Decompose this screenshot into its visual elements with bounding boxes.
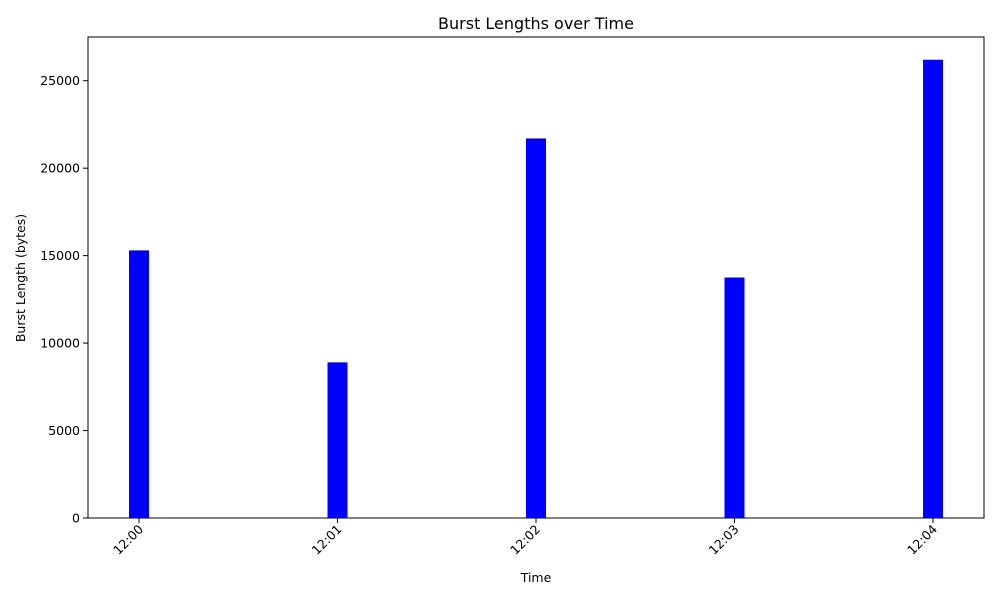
y-tick-label: 20000	[40, 161, 80, 176]
bar-1204	[923, 59, 943, 518]
x-tick-label: 12:02	[507, 522, 543, 558]
x-axis-label: Time	[520, 570, 552, 585]
x-tick-label: 12:00	[110, 521, 146, 557]
bar-1201	[327, 362, 348, 518]
x-axis: 12:00 12:01 12:02 12:03 12:04	[110, 518, 940, 558]
y-tick-label: 5000	[48, 423, 80, 438]
y-axis-label: Burst Length (bytes)	[13, 214, 28, 342]
bar-1202	[526, 138, 546, 518]
plot-frame	[87, 36, 985, 519]
chart-title: Burst Lengths over Time	[438, 14, 634, 33]
y-tick-label: 15000	[40, 248, 80, 263]
bar-1200	[129, 250, 149, 518]
x-tick-label: 12:01	[309, 522, 345, 558]
y-tick-label: 0	[72, 511, 80, 526]
x-tick-label: 12:03	[706, 522, 742, 558]
bar-1203	[724, 277, 745, 518]
y-axis: 0 5000 10000 15000 20000 25000	[40, 73, 88, 526]
x-tick-label: 12:04	[904, 521, 940, 557]
bars-layer	[129, 59, 943, 518]
y-tick-label: 10000	[40, 336, 80, 351]
y-tick-label: 25000	[40, 73, 80, 88]
